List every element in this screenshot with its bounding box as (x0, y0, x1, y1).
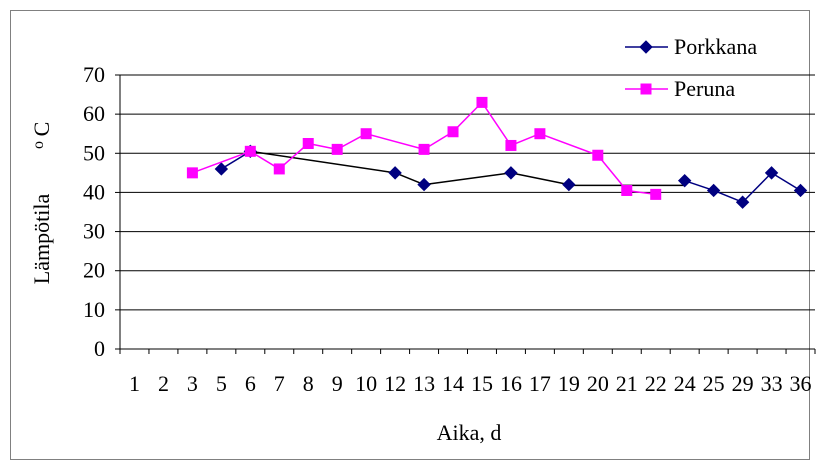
y-axis-unit-degree: o (30, 141, 47, 149)
y-tick-label: 70 (83, 62, 105, 87)
data-point (476, 96, 488, 108)
series-line-segment (365, 132, 425, 151)
data-point (706, 183, 721, 198)
x-tick-label: 29 (732, 371, 754, 396)
x-tick-label: 17 (529, 371, 551, 396)
legend-label: Peruna (674, 76, 735, 101)
x-tick-label: 22 (645, 371, 667, 396)
x-tick-label: 12 (384, 371, 406, 396)
x-tick-label: 6 (245, 371, 256, 396)
data-point (360, 128, 372, 140)
x-tick-label: 5 (216, 371, 227, 396)
y-tick-label: 10 (83, 297, 105, 322)
x-tick-label: 3 (187, 371, 198, 396)
y-axis-label: Lämpötila (29, 194, 54, 285)
y-tick-label: 20 (83, 258, 105, 283)
x-axis-label: Aika, d (437, 420, 502, 445)
data-point (388, 166, 402, 180)
data-point (244, 145, 256, 157)
x-tick-label: 19 (558, 371, 580, 396)
x-tick-label: 36 (790, 371, 812, 396)
series-line-segment (423, 172, 512, 186)
x-tick-label: 9 (332, 371, 343, 396)
data-point (447, 126, 459, 138)
gridlines (120, 74, 815, 311)
x-tick-label: 24 (674, 371, 696, 396)
data-point (214, 162, 229, 176)
series (186, 96, 808, 209)
data-point (505, 139, 517, 151)
series-line-segment (771, 172, 801, 192)
data-point (793, 183, 808, 198)
y-tick-label: 0 (94, 336, 105, 361)
data-point (186, 167, 198, 179)
legend-label: Porkkana (674, 34, 757, 59)
series-line-segment (510, 172, 570, 186)
series-porkkana (214, 144, 808, 209)
x-tick-label: 13 (413, 371, 435, 396)
data-point (302, 138, 314, 149)
y-axis-unit-c: C (29, 122, 54, 137)
data-point (592, 149, 604, 161)
data-point (677, 173, 692, 188)
x-tick-label: 14 (442, 371, 464, 396)
x-tick-label: 8 (303, 371, 314, 396)
series-line-segment (539, 133, 599, 156)
y-tick-label: 30 (83, 219, 105, 244)
data-point (417, 177, 431, 192)
x-tick-label: 1 (129, 371, 140, 396)
legend-marker (640, 83, 652, 95)
y-tick-label: 50 (83, 140, 105, 165)
legend-marker (639, 40, 653, 54)
series-line-segment (192, 150, 251, 174)
data-point (764, 166, 779, 180)
x-tick-label: 16 (500, 371, 522, 396)
data-point (504, 166, 518, 180)
series-line-segment (742, 172, 773, 203)
x-tick-label: 10 (355, 371, 377, 396)
series-line-segment (250, 150, 396, 174)
data-point (331, 143, 343, 155)
y-tick-label: 40 (83, 179, 105, 204)
x-tick-label: 7 (274, 371, 285, 396)
data-point (418, 143, 430, 155)
chart-frame (10, 10, 810, 460)
x-tick-label: 2 (158, 371, 169, 396)
series-line-segment (481, 101, 512, 146)
x-tick-label: 20 (587, 371, 609, 396)
data-point (534, 128, 546, 140)
data-point (621, 184, 633, 196)
x-tick-label: 25 (703, 371, 725, 396)
series-line-segment (713, 189, 743, 203)
data-point (735, 195, 750, 209)
data-point (650, 188, 662, 200)
x-tick-label: 21 (616, 371, 638, 396)
y-tick-label: 60 (83, 101, 105, 126)
x-tick-label: 15 (471, 371, 493, 396)
x-tick-label: 33 (761, 371, 783, 396)
data-point (562, 177, 576, 192)
series-line-segment (394, 172, 425, 186)
series-peruna (186, 96, 662, 200)
legend: Porkkana Peruna (625, 34, 757, 101)
data-point (273, 163, 285, 175)
series-line-segment (597, 154, 628, 191)
